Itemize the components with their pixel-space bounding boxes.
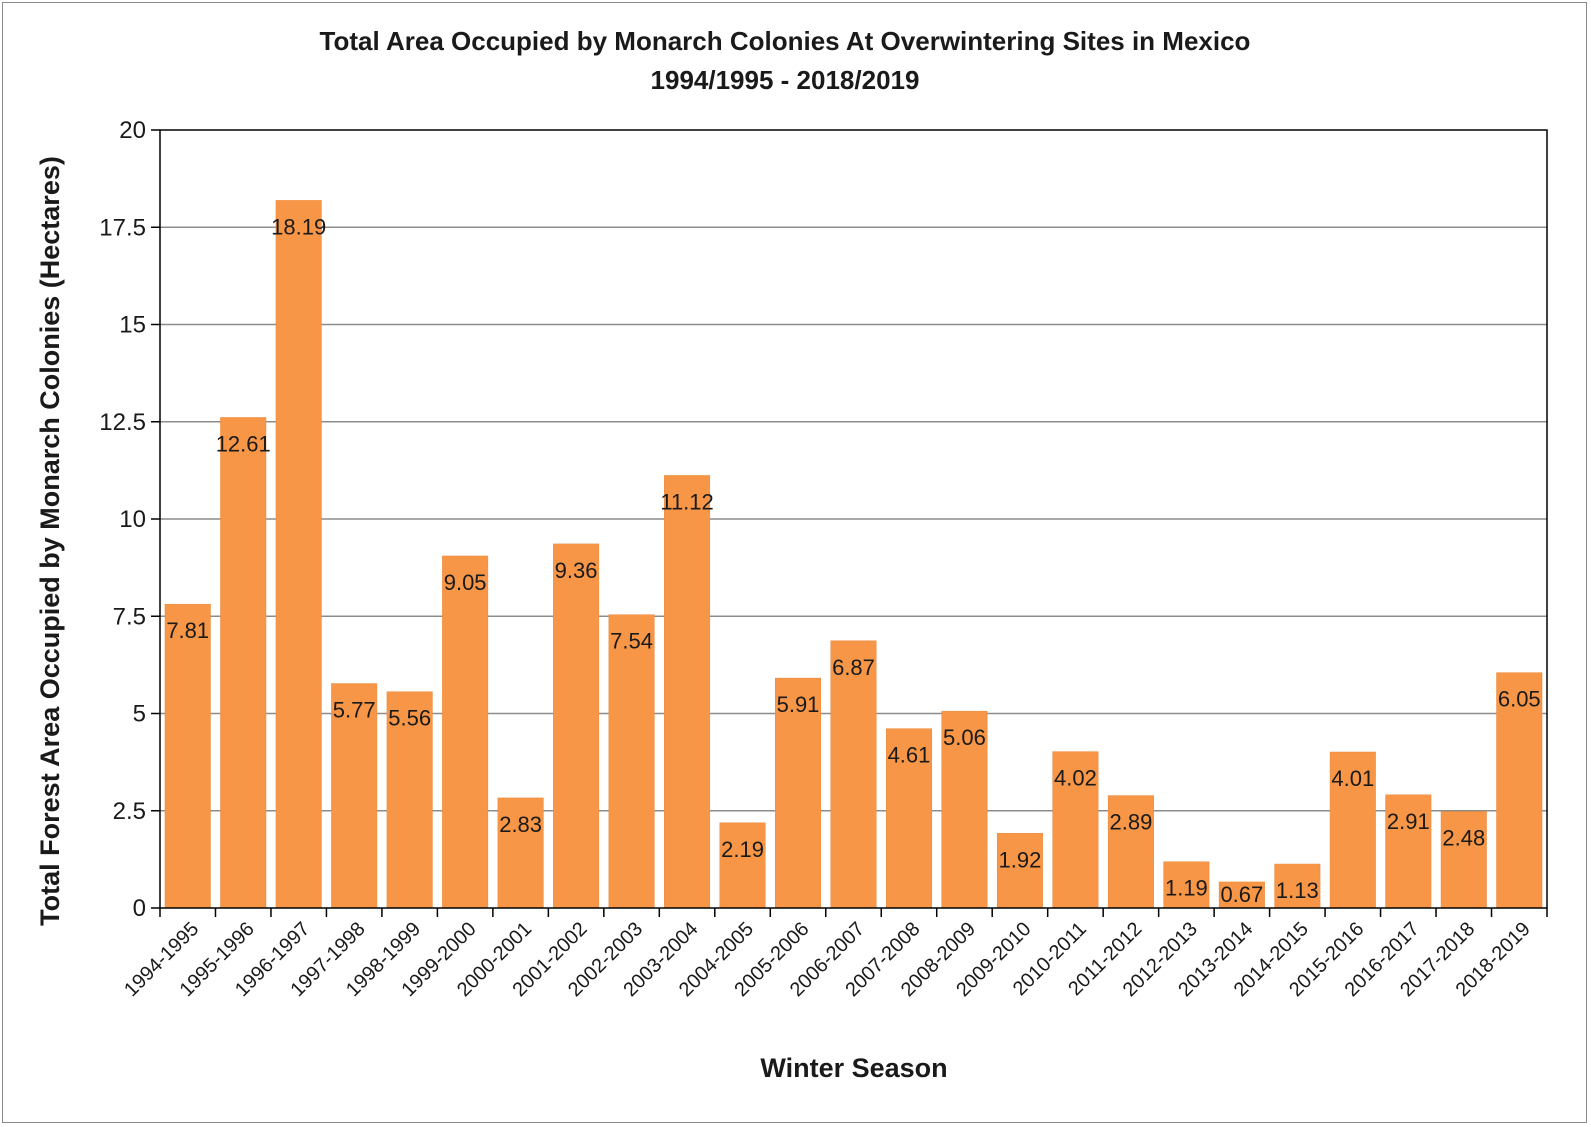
bar — [941, 710, 988, 909]
data-label: 5.06 — [943, 725, 986, 750]
bar — [386, 691, 433, 909]
data-label: 2.48 — [1442, 826, 1485, 851]
chart-subtitle: 1994/1995 - 2018/2019 — [651, 65, 920, 95]
data-label: 5.77 — [333, 698, 376, 723]
chart-canvas: Total Area Occupied by Monarch Colonies … — [35, 26, 1548, 1083]
bars — [164, 200, 1543, 909]
bar — [442, 555, 489, 909]
data-label: 2.89 — [1109, 810, 1152, 835]
y-tick-label: 0 — [133, 895, 146, 922]
data-label: 4.61 — [888, 743, 931, 768]
bar — [775, 677, 822, 909]
bar — [664, 475, 711, 909]
data-label: 9.05 — [444, 570, 487, 595]
x-axis-title: Winter Season — [760, 1053, 947, 1083]
bar — [1218, 881, 1265, 909]
bar — [553, 543, 600, 909]
data-labels: 7.81 12.61 18.19 5.77 5.56 9.05 2.83 9.36 7.54 11… — [166, 214, 1540, 907]
bar — [885, 728, 932, 909]
bar — [1163, 861, 1210, 909]
bar — [830, 640, 877, 909]
y-axis-title: Total Forest Area Occupied by Monarch Co… — [35, 156, 65, 926]
bar — [1496, 672, 1543, 909]
bar — [1274, 863, 1321, 909]
data-label: 11.12 — [660, 489, 713, 514]
data-label: 4.02 — [1054, 766, 1097, 791]
data-label: 2.83 — [499, 812, 542, 837]
bar — [608, 614, 655, 909]
data-label: 18.19 — [271, 214, 326, 239]
y-tick-label: 10 — [119, 506, 146, 533]
data-label: 5.91 — [777, 692, 820, 717]
data-label: 5.56 — [388, 706, 431, 731]
chart-title: Total Area Occupied by Monarch Colonies … — [320, 26, 1251, 56]
data-label: 2.91 — [1387, 809, 1430, 834]
bar — [220, 417, 267, 909]
y-tick-label: 2.5 — [113, 798, 146, 825]
data-label: 12.61 — [216, 431, 271, 456]
data-label: 2.19 — [721, 837, 764, 862]
data-label: 1.92 — [999, 847, 1042, 872]
bar — [275, 200, 322, 909]
data-label: 7.54 — [610, 629, 653, 654]
bar — [1329, 751, 1376, 909]
y-tick-label: 17.5 — [99, 214, 146, 241]
y-tick-label: 7.5 — [113, 603, 146, 630]
y-tick-label: 15 — [119, 312, 146, 339]
bar — [719, 822, 766, 909]
y-tick-label: 20 — [119, 117, 146, 144]
data-label: 9.36 — [555, 558, 598, 583]
bar — [1107, 795, 1154, 909]
data-label: 7.81 — [166, 618, 209, 643]
bar — [996, 833, 1043, 909]
data-label: 1.19 — [1165, 876, 1208, 901]
data-label: 0.67 — [1220, 882, 1263, 907]
bar — [1385, 794, 1432, 909]
data-label: 6.87 — [832, 655, 875, 680]
bar — [164, 603, 211, 909]
y-tick-label: 5 — [133, 701, 146, 728]
data-label: 1.13 — [1276, 878, 1319, 903]
bar — [497, 797, 544, 909]
bar — [1440, 811, 1487, 909]
bar — [1052, 751, 1099, 909]
data-label: 4.01 — [1331, 766, 1374, 791]
data-label: 6.05 — [1498, 687, 1541, 712]
y-tick-label: 12.5 — [99, 409, 146, 436]
